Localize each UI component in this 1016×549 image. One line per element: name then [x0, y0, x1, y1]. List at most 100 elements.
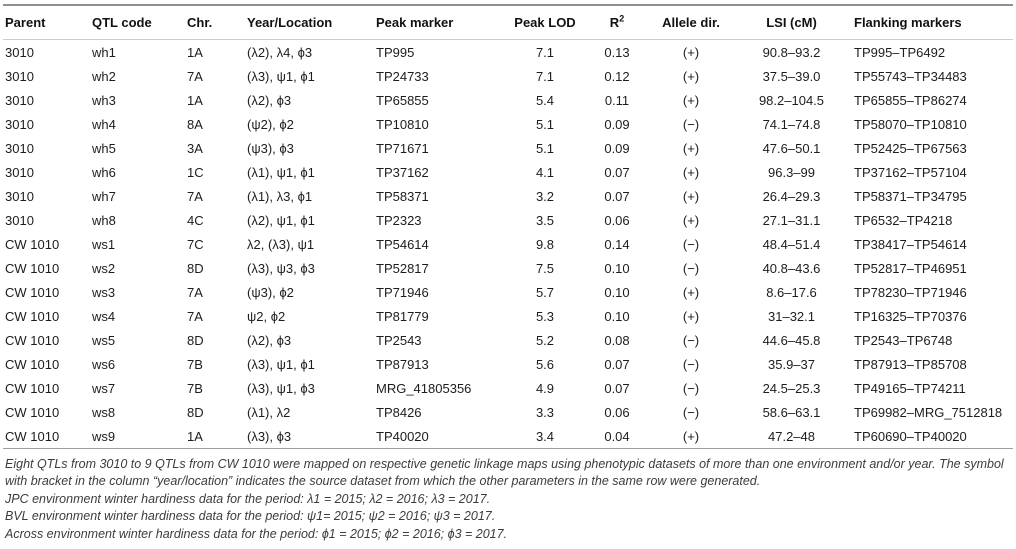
cell-r-squared: 0.08 [604, 332, 630, 348]
cell-flanking-markers: TP65855–TP86274 [854, 92, 967, 108]
cell-allele-dir: (+) [682, 164, 700, 180]
cell-allele-dir: (+) [682, 188, 700, 204]
cell-r-squared: 0.07 [604, 164, 630, 180]
cell-chromosome: 1A [187, 428, 203, 444]
cell-qtl-code: wh4 [92, 116, 116, 132]
cell-r-squared: 0.09 [604, 140, 630, 156]
cell-peak-marker: TP40020 [376, 428, 429, 444]
cell-flanking-markers: TP52817–TP46951 [854, 260, 967, 276]
cell-qtl-code: ws7 [92, 380, 116, 396]
cell-chromosome: 1A [187, 44, 203, 60]
cell-lsi: 8.6–17.6 [766, 284, 817, 300]
cell-lsi: 27.1–31.1 [762, 212, 821, 228]
cell-allele-dir: (−) [682, 404, 700, 420]
table-row: CW 1010 ws5 8D (λ2), ϕ3 TP2543 5.2 0.08 … [3, 328, 1013, 352]
column-header-peak-lod: Peak LOD [509, 5, 581, 40]
cell-parent: CW 1010 [5, 380, 60, 396]
cell-peak-marker: TP81779 [376, 308, 429, 324]
cell-parent: 3010 [5, 140, 34, 156]
cell-year-location: (λ3), ϕ3 [247, 428, 292, 444]
cell-year-location: (λ3), ψ1, ϕ3 [247, 380, 315, 396]
table-row: 3010 wh6 1C (λ1), ψ1, ϕ1 TP37162 4.1 0.0… [3, 160, 1013, 184]
cell-r-squared: 0.06 [604, 404, 630, 420]
cell-parent: CW 1010 [5, 308, 60, 324]
table-footnotes: Eight QTLs from 3010 to 9 QTLs from CW 1… [3, 456, 1013, 543]
cell-flanking-markers: TP37162–TP57104 [854, 164, 967, 180]
cell-qtl-code: ws6 [92, 356, 116, 372]
cell-r-squared: 0.07 [604, 188, 630, 204]
footnote-jpc: JPC environment winter hardiness data fo… [5, 491, 491, 506]
cell-parent: 3010 [5, 164, 34, 180]
cell-flanking-markers: TP55743–TP34483 [854, 68, 967, 84]
cell-parent: 3010 [5, 212, 34, 228]
cell-allele-dir: (+) [682, 44, 700, 60]
cell-peak-lod: 4.9 [535, 380, 555, 396]
table-body: 3010 wh1 1A (λ2), λ4, ϕ3 TP995 7.1 0.13 … [3, 40, 1013, 449]
cell-peak-marker: TP87913 [376, 356, 429, 372]
cell-r-squared: 0.04 [604, 428, 630, 444]
cell-year-location: (λ2), ψ1, ϕ1 [247, 212, 315, 228]
cell-chromosome: 7B [187, 356, 203, 372]
cell-chromosome: 7A [187, 284, 203, 300]
column-header-r-squared: R2 [581, 5, 653, 40]
cell-lsi: 96.3–99 [768, 164, 815, 180]
qtl-results-table: Parent QTL code Chr. Year/Location Peak … [3, 4, 1013, 449]
cell-year-location: (λ2), λ4, ϕ3 [247, 44, 313, 60]
column-header-flanking-markers: Flanking markers [854, 5, 1013, 40]
cell-r-squared: 0.11 [604, 92, 630, 108]
column-header-year-location: Year/Location [247, 5, 376, 40]
cell-peak-lod: 5.3 [535, 308, 555, 324]
cell-qtl-code: ws8 [92, 404, 116, 420]
cell-allele-dir: (+) [682, 428, 700, 444]
table-row: CW 1010 ws7 7B (λ3), ψ1, ϕ3 MRG_41805356… [3, 376, 1013, 400]
cell-qtl-code: ws4 [92, 308, 116, 324]
cell-year-location: (λ1), λ2 [247, 404, 291, 420]
cell-chromosome: 8A [187, 116, 203, 132]
cell-flanking-markers: TP69982–MRG_7512818 [854, 404, 1003, 420]
cell-peak-marker: TP8426 [376, 404, 422, 420]
cell-flanking-markers: TP6532–TP4218 [854, 212, 953, 228]
cell-peak-lod: 3.3 [535, 404, 555, 420]
cell-allele-dir: (+) [682, 92, 700, 108]
table-row: CW 1010 ws2 8D (λ3), ψ3, ϕ3 TP52817 7.5 … [3, 256, 1013, 280]
cell-year-location: (λ3), ψ1, ϕ1 [247, 356, 315, 372]
cell-chromosome: 8D [187, 404, 204, 420]
cell-parent: CW 1010 [5, 260, 60, 276]
cell-allele-dir: (+) [682, 284, 700, 300]
cell-qtl-code: ws5 [92, 332, 116, 348]
cell-peak-marker: MRG_41805356 [376, 380, 472, 396]
cell-r-squared: 0.09 [604, 116, 630, 132]
cell-r-squared: 0.12 [604, 68, 630, 84]
cell-lsi: 47.2–48 [768, 428, 815, 444]
table-row: 3010 wh2 7A (λ3), ψ1, ϕ1 TP24733 7.1 0.1… [3, 64, 1013, 88]
cell-peak-marker: TP71946 [376, 284, 429, 300]
cell-flanking-markers: TP52425–TP67563 [854, 140, 967, 156]
table-row: 3010 wh3 1A (λ2), ϕ3 TP65855 5.4 0.11 (+… [3, 88, 1013, 112]
r-squared-superscript: 2 [619, 13, 625, 24]
column-header-qtl-code: QTL code [92, 5, 187, 40]
cell-qtl-code: wh7 [92, 188, 116, 204]
cell-parent: 3010 [5, 68, 34, 84]
cell-lsi: 48.4–51.4 [762, 236, 821, 252]
cell-parent: CW 1010 [5, 284, 60, 300]
cell-flanking-markers: TP58070–TP10810 [854, 116, 967, 132]
table-row: CW 1010 ws1 7C λ2, (λ3), ψ1 TP54614 9.8 … [3, 232, 1013, 256]
cell-lsi: 40.8–43.6 [762, 260, 821, 276]
cell-allele-dir: (−) [682, 356, 700, 372]
cell-peak-lod: 4.1 [535, 164, 555, 180]
cell-qtl-code: ws1 [92, 236, 116, 252]
cell-parent: 3010 [5, 188, 34, 204]
cell-parent: CW 1010 [5, 332, 60, 348]
cell-year-location: (λ3), ψ3, ϕ3 [247, 260, 315, 276]
cell-peak-lod: 7.1 [535, 44, 555, 60]
table-row: CW 1010 ws8 8D (λ1), λ2 TP8426 3.3 0.06 … [3, 400, 1013, 424]
cell-r-squared: 0.06 [604, 212, 630, 228]
cell-chromosome: 4C [187, 212, 204, 228]
cell-lsi: 58.6–63.1 [762, 404, 821, 420]
cell-r-squared: 0.10 [604, 260, 630, 276]
cell-qtl-code: ws3 [92, 284, 116, 300]
cell-chromosome: 1C [187, 164, 204, 180]
table-row: CW 1010 ws3 7A (ψ3), ϕ2 TP71946 5.7 0.10… [3, 280, 1013, 304]
cell-year-location: (ψ3), ϕ3 [247, 140, 294, 156]
